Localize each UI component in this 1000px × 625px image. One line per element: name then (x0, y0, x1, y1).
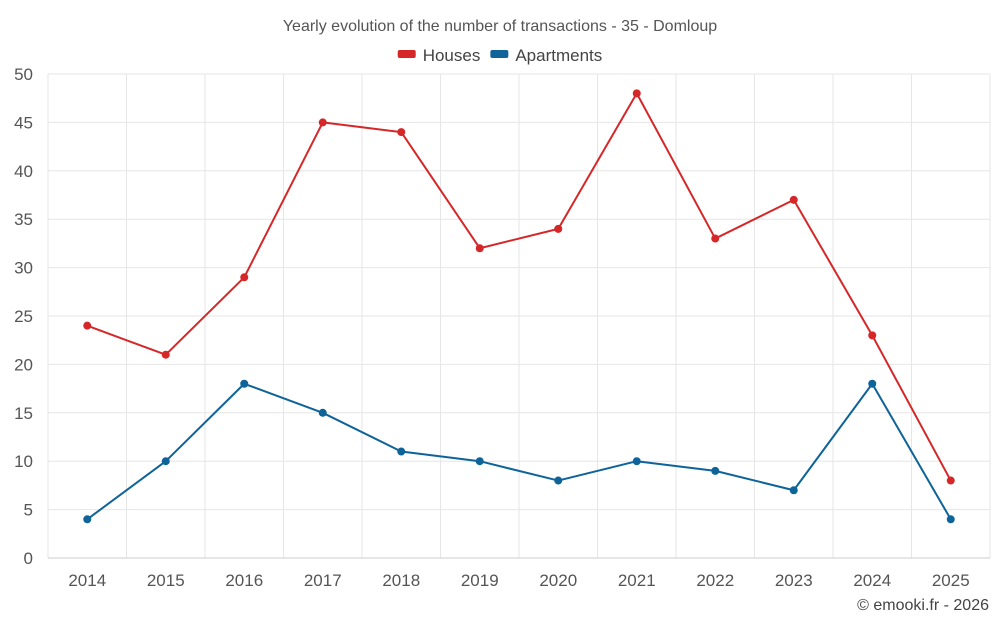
data-point-houses[interactable] (868, 331, 877, 340)
legend-swatch (490, 50, 509, 58)
data-point-houses[interactable] (161, 350, 170, 359)
y-tick-label: 35 (14, 210, 33, 229)
data-point-apartments[interactable] (554, 476, 563, 485)
x-tick-label: 2024 (853, 571, 891, 590)
data-point-apartments[interactable] (240, 379, 249, 388)
data-point-apartments[interactable] (946, 515, 955, 524)
y-tick-label: 20 (14, 355, 33, 374)
x-tick-label: 2018 (382, 571, 420, 590)
y-tick-label: 40 (14, 162, 33, 181)
data-point-houses[interactable] (318, 118, 327, 127)
legend[interactable]: Houses Apartments (397, 46, 603, 65)
data-point-houses[interactable] (240, 273, 249, 282)
data-point-houses[interactable] (475, 244, 484, 253)
y-tick-label: 15 (14, 404, 33, 423)
data-point-apartments[interactable] (632, 457, 641, 466)
data-point-apartments[interactable] (868, 379, 877, 388)
x-tick-label: 2023 (775, 571, 813, 590)
legend-swatch (397, 50, 416, 58)
y-tick-label: 0 (24, 549, 33, 568)
chart-title: Yearly evolution of the number of transa… (283, 18, 717, 35)
data-point-apartments[interactable] (789, 486, 798, 495)
y-tick-label: 45 (14, 113, 33, 132)
series-line-apartments (86, 382, 952, 521)
data-point-apartments[interactable] (318, 408, 327, 417)
data-point-apartments[interactable] (475, 457, 484, 466)
x-tick-label: 2021 (618, 571, 656, 590)
credit-text: © emooki.fr - 2026 (857, 597, 989, 614)
data-point-houses[interactable] (554, 224, 563, 233)
x-tick-label: 2019 (461, 571, 499, 590)
x-tick-label: 2022 (696, 571, 734, 590)
y-tick-label: 25 (14, 307, 33, 326)
legend-label: Apartments (515, 46, 602, 65)
y-tick-label: 30 (14, 259, 33, 278)
data-point-houses[interactable] (789, 195, 798, 204)
series-line-houses (86, 92, 952, 482)
data-point-houses[interactable] (83, 321, 92, 330)
legend-item-houses[interactable]: Houses (397, 46, 481, 65)
series-layer (83, 89, 955, 524)
x-tick-label: 2017 (304, 571, 342, 590)
legend-item-apartments[interactable]: Apartments (490, 46, 602, 65)
data-point-houses[interactable] (397, 128, 406, 137)
y-tick-label: 10 (14, 452, 33, 471)
legend-label: Houses (423, 46, 481, 65)
data-point-apartments[interactable] (161, 457, 170, 466)
data-point-apartments[interactable] (397, 447, 406, 456)
x-tick-label: 2015 (147, 571, 185, 590)
data-point-houses[interactable] (946, 476, 955, 485)
y-tick-label: 50 (14, 65, 33, 84)
x-tick-label: 2020 (539, 571, 577, 590)
data-point-houses[interactable] (632, 89, 641, 98)
x-tick-label: 2016 (225, 571, 263, 590)
grid (47, 73, 991, 559)
data-point-apartments[interactable] (83, 515, 92, 524)
x-tick-label: 2025 (932, 571, 970, 590)
y-tick-label: 5 (24, 501, 33, 520)
x-tick-label: 2014 (68, 571, 106, 590)
data-point-houses[interactable] (711, 234, 720, 243)
data-point-apartments[interactable] (711, 466, 720, 475)
